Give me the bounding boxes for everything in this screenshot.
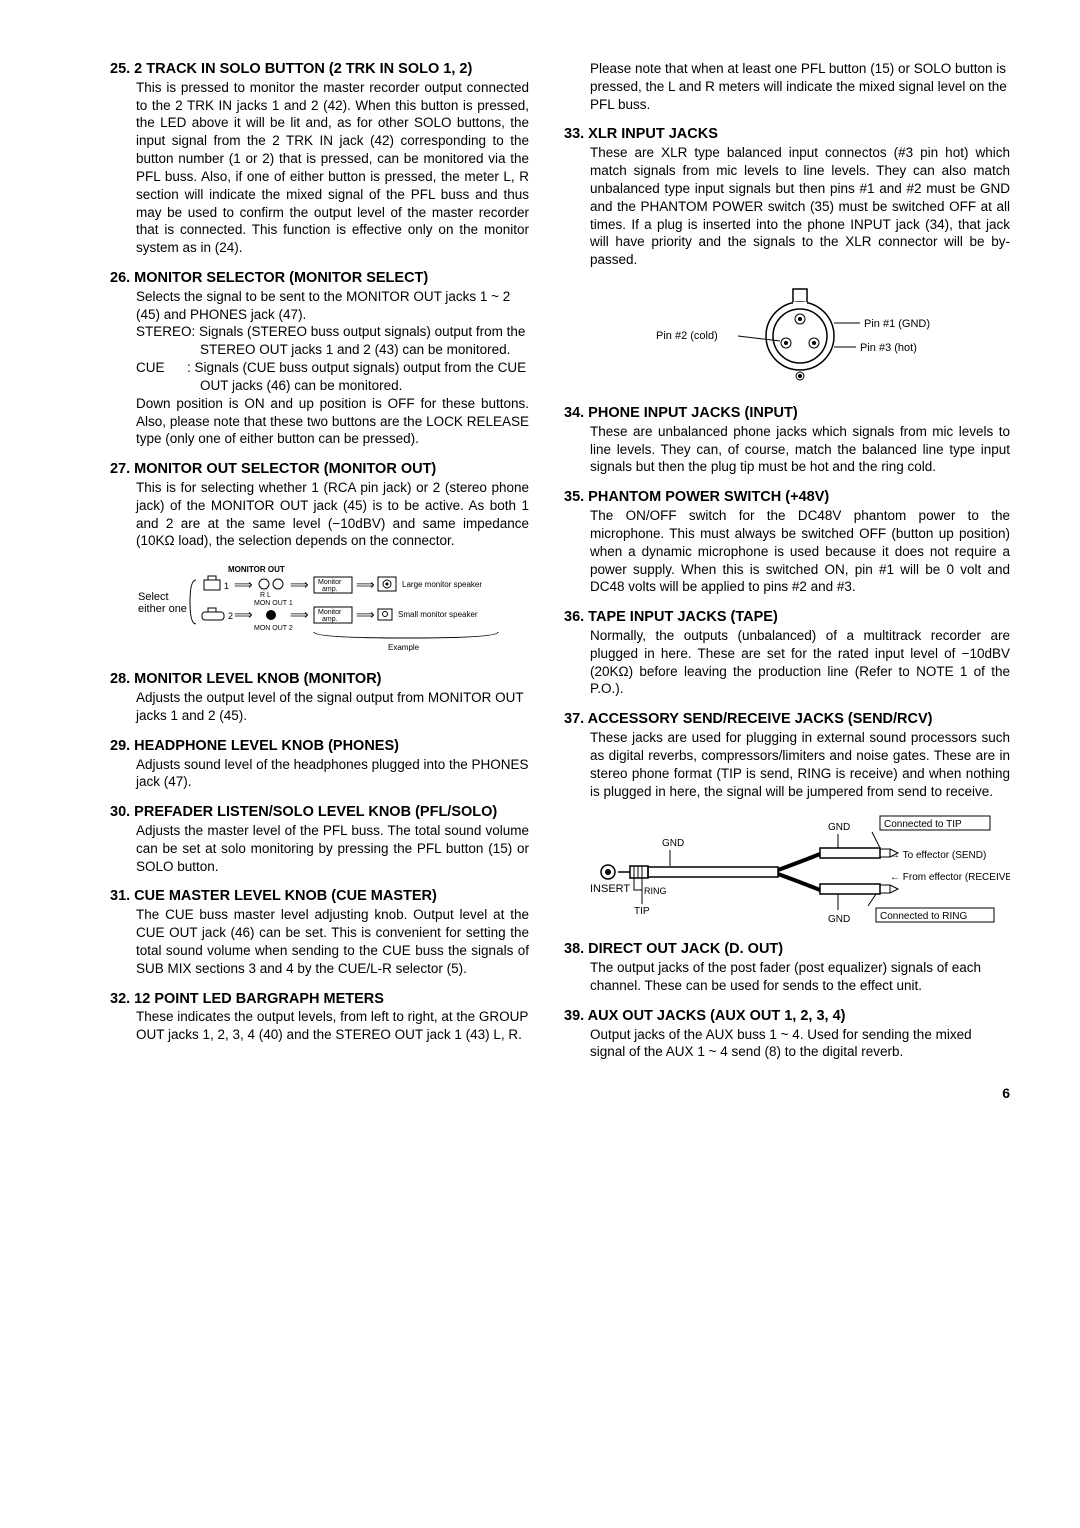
right-column: Please note that when at least one PFL b… <box>564 60 1010 1073</box>
section-32-title: 32. 12 POINT LED BARGRAPH METERS <box>110 990 529 1009</box>
svg-text:MON OUT 2: MON OUT 2 <box>254 625 293 632</box>
section-25-body: This is pressed to monitor the master re… <box>110 79 529 257</box>
section-29-title: 29. HEADPHONE LEVEL KNOB (PHONES) <box>110 737 529 756</box>
section-39-title: 39. AUX OUT JACKS (AUX OUT 1, 2, 3, 4) <box>564 1007 1010 1026</box>
svg-text:Connected to TIP: Connected to TIP <box>884 819 962 830</box>
left-column: 25. 2 TRACK IN SOLO BUTTON (2 TRK IN SOL… <box>110 60 529 1073</box>
diagram-xlr: Pin #2 (cold) Pin #1 (GND) Pin #3 (hot) <box>590 281 1010 394</box>
d27-select: Select <box>138 591 169 603</box>
section-35-title: 35. PHANTOM POWER SWITCH (+48V) <box>564 488 1010 507</box>
section-26-title: 26. MONITOR SELECTOR (MONITOR SELECT) <box>110 269 529 288</box>
xlr-svg: Pin #2 (cold) Pin #1 (GND) Pin #3 (hot) <box>650 281 950 391</box>
svg-text:Example: Example <box>388 643 420 652</box>
section-38-title: 38. DIRECT OUT JACK (D. OUT) <box>564 940 1010 959</box>
svg-text:amp.: amp. <box>322 616 338 623</box>
section-26-intro: Selects the signal to be sent to the MON… <box>110 288 529 324</box>
monitor-out-svg: MONITOR OUT Select either one 1 ⟹ R L MO… <box>138 562 528 657</box>
section-27: 27. MONITOR OUT SELECTOR (MONITOR OUT) T… <box>110 460 529 550</box>
section-27-body: This is for selecting whether 1 (RCA pin… <box>110 479 529 550</box>
section-35: 35. PHANTOM POWER SWITCH (+48V) The ON/O… <box>564 488 1010 596</box>
svg-text:Monitor: Monitor <box>318 609 342 616</box>
section-32: 32. 12 POINT LED BARGRAPH METERS These i… <box>110 990 529 1044</box>
svg-text:R L: R L <box>260 592 271 599</box>
svg-text:← From effector (RECEIVE): ← From effector (RECEIVE) <box>890 872 1010 883</box>
section-25-title: 25. 2 TRACK IN SOLO BUTTON (2 TRK IN SOL… <box>110 60 529 79</box>
section-26-note: Down position is ON and up position is O… <box>110 395 529 448</box>
section-28-title: 28. MONITOR LEVEL KNOB (MONITOR) <box>110 670 529 689</box>
section-26: 26. MONITOR SELECTOR (MONITOR SELECT) Se… <box>110 269 529 448</box>
svg-text:GND: GND <box>828 822 850 833</box>
section-37: 37. ACCESSORY SEND/RECEIVE JACKS (SEND/R… <box>564 710 1010 800</box>
section-25: 25. 2 TRACK IN SOLO BUTTON (2 TRK IN SOL… <box>110 60 529 257</box>
svg-text:⟹: ⟹ <box>234 607 253 622</box>
section-39-body: Output jacks of the AUX buss 1 ~ 4. Used… <box>564 1026 1010 1062</box>
svg-text:→ To effector (SEND): → To effector (SEND) <box>890 850 986 861</box>
pin2-label: Pin #2 (cold) <box>656 330 718 342</box>
section-34: 34. PHONE INPUT JACKS (INPUT) These are … <box>564 404 1010 476</box>
svg-text:1: 1 <box>224 581 229 591</box>
section-31-title: 31. CUE MASTER LEVEL KNOB (CUE MASTER) <box>110 887 529 906</box>
svg-text:Monitor: Monitor <box>318 579 342 586</box>
section-39: 39. AUX OUT JACKS (AUX OUT 1, 2, 3, 4) O… <box>564 1007 1010 1061</box>
section-29: 29. HEADPHONE LEVEL KNOB (PHONES) Adjust… <box>110 737 529 791</box>
two-column-layout: 25. 2 TRACK IN SOLO BUTTON (2 TRK IN SOL… <box>110 60 1010 1073</box>
svg-text:⟹: ⟹ <box>290 607 309 622</box>
section-28: 28. MONITOR LEVEL KNOB (MONITOR) Adjusts… <box>110 670 529 724</box>
page-number: 6 <box>110 1085 1010 1101</box>
section-26-stereo: STEREO: Signals (STEREO buss output sign… <box>110 323 529 359</box>
svg-text:Small monitor speaker: Small monitor speaker <box>398 610 478 619</box>
section-32-cont: Please note that when at least one PFL b… <box>564 60 1010 113</box>
section-31-body: The CUE buss master level adjusting knob… <box>110 906 529 977</box>
section-38: 38. DIRECT OUT JACK (D. OUT) The output … <box>564 940 1010 994</box>
section-37-body: These jacks are used for plugging in ext… <box>564 729 1010 800</box>
section-37-title: 37. ACCESSORY SEND/RECEIVE JACKS (SEND/R… <box>564 710 1010 729</box>
svg-text:RING: RING <box>644 886 667 896</box>
section-29-body: Adjusts sound level of the headphones pl… <box>110 756 529 792</box>
svg-text:GND: GND <box>662 838 684 849</box>
section-32-cont-body: Please note that when at least one PFL b… <box>564 60 1010 113</box>
svg-text:MON OUT 1: MON OUT 1 <box>254 600 293 607</box>
svg-text:⟹: ⟹ <box>356 577 375 592</box>
pin3-label: Pin #3 (hot) <box>860 342 917 354</box>
section-36-title: 36. TAPE INPUT JACKS (TAPE) <box>564 608 1010 627</box>
section-35-body: The ON/OFF switch for the DC48V phantom … <box>564 507 1010 596</box>
svg-text:TIP: TIP <box>634 906 650 917</box>
section-36: 36. TAPE INPUT JACKS (TAPE) Normally, th… <box>564 608 1010 698</box>
section-33: 33. XLR INPUT JACKS These are XLR type b… <box>564 125 1010 269</box>
d27-either: either one <box>138 603 187 615</box>
svg-text:INSERT: INSERT <box>590 883 630 895</box>
svg-text:⟹: ⟹ <box>290 577 309 592</box>
svg-text:2: 2 <box>228 611 233 621</box>
section-30-title: 30. PREFADER LISTEN/SOLO LEVEL KNOB (PFL… <box>110 803 529 822</box>
svg-text:⟹: ⟹ <box>234 577 253 592</box>
svg-text:Connected to RING: Connected to RING <box>880 911 967 922</box>
section-33-title: 33. XLR INPUT JACKS <box>564 125 1010 144</box>
d27-title: MONITOR OUT <box>228 565 285 574</box>
section-26-cue: CUE : Signals (CUE buss output signals) … <box>110 359 529 395</box>
section-34-title: 34. PHONE INPUT JACKS (INPUT) <box>564 404 1010 423</box>
section-31: 31. CUE MASTER LEVEL KNOB (CUE MASTER) T… <box>110 887 529 977</box>
section-27-title: 27. MONITOR OUT SELECTOR (MONITOR OUT) <box>110 460 529 479</box>
diagram-monitor-out: MONITOR OUT Select either one 1 ⟹ R L MO… <box>136 562 529 660</box>
svg-text:GND: GND <box>828 914 850 925</box>
section-30: 30. PREFADER LISTEN/SOLO LEVEL KNOB (PFL… <box>110 803 529 875</box>
svg-text:Large monitor speaker: Large monitor speaker <box>402 580 482 589</box>
pin1-label: Pin #1 (GND) <box>864 318 930 330</box>
section-36-body: Normally, the outputs (unbalanced) of a … <box>564 627 1010 698</box>
svg-text:⟹: ⟹ <box>356 607 375 622</box>
section-28-body: Adjusts the output level of the signal o… <box>110 689 529 725</box>
section-34-body: These are unbalanced phone jacks which s… <box>564 423 1010 476</box>
section-32-body: These indicates the output levels, from … <box>110 1008 529 1044</box>
section-30-body: Adjusts the master level of the PFL buss… <box>110 822 529 875</box>
insert-svg: INSERT GND RING TIP GND Connected to TIP… <box>590 812 1010 927</box>
section-38-body: The output jacks of the post fader (post… <box>564 959 1010 995</box>
diagram-insert: INSERT GND RING TIP GND Connected to TIP… <box>590 812 1010 930</box>
svg-text:amp.: amp. <box>322 586 338 593</box>
section-33-body: These are XLR type balanced input connec… <box>564 144 1010 269</box>
